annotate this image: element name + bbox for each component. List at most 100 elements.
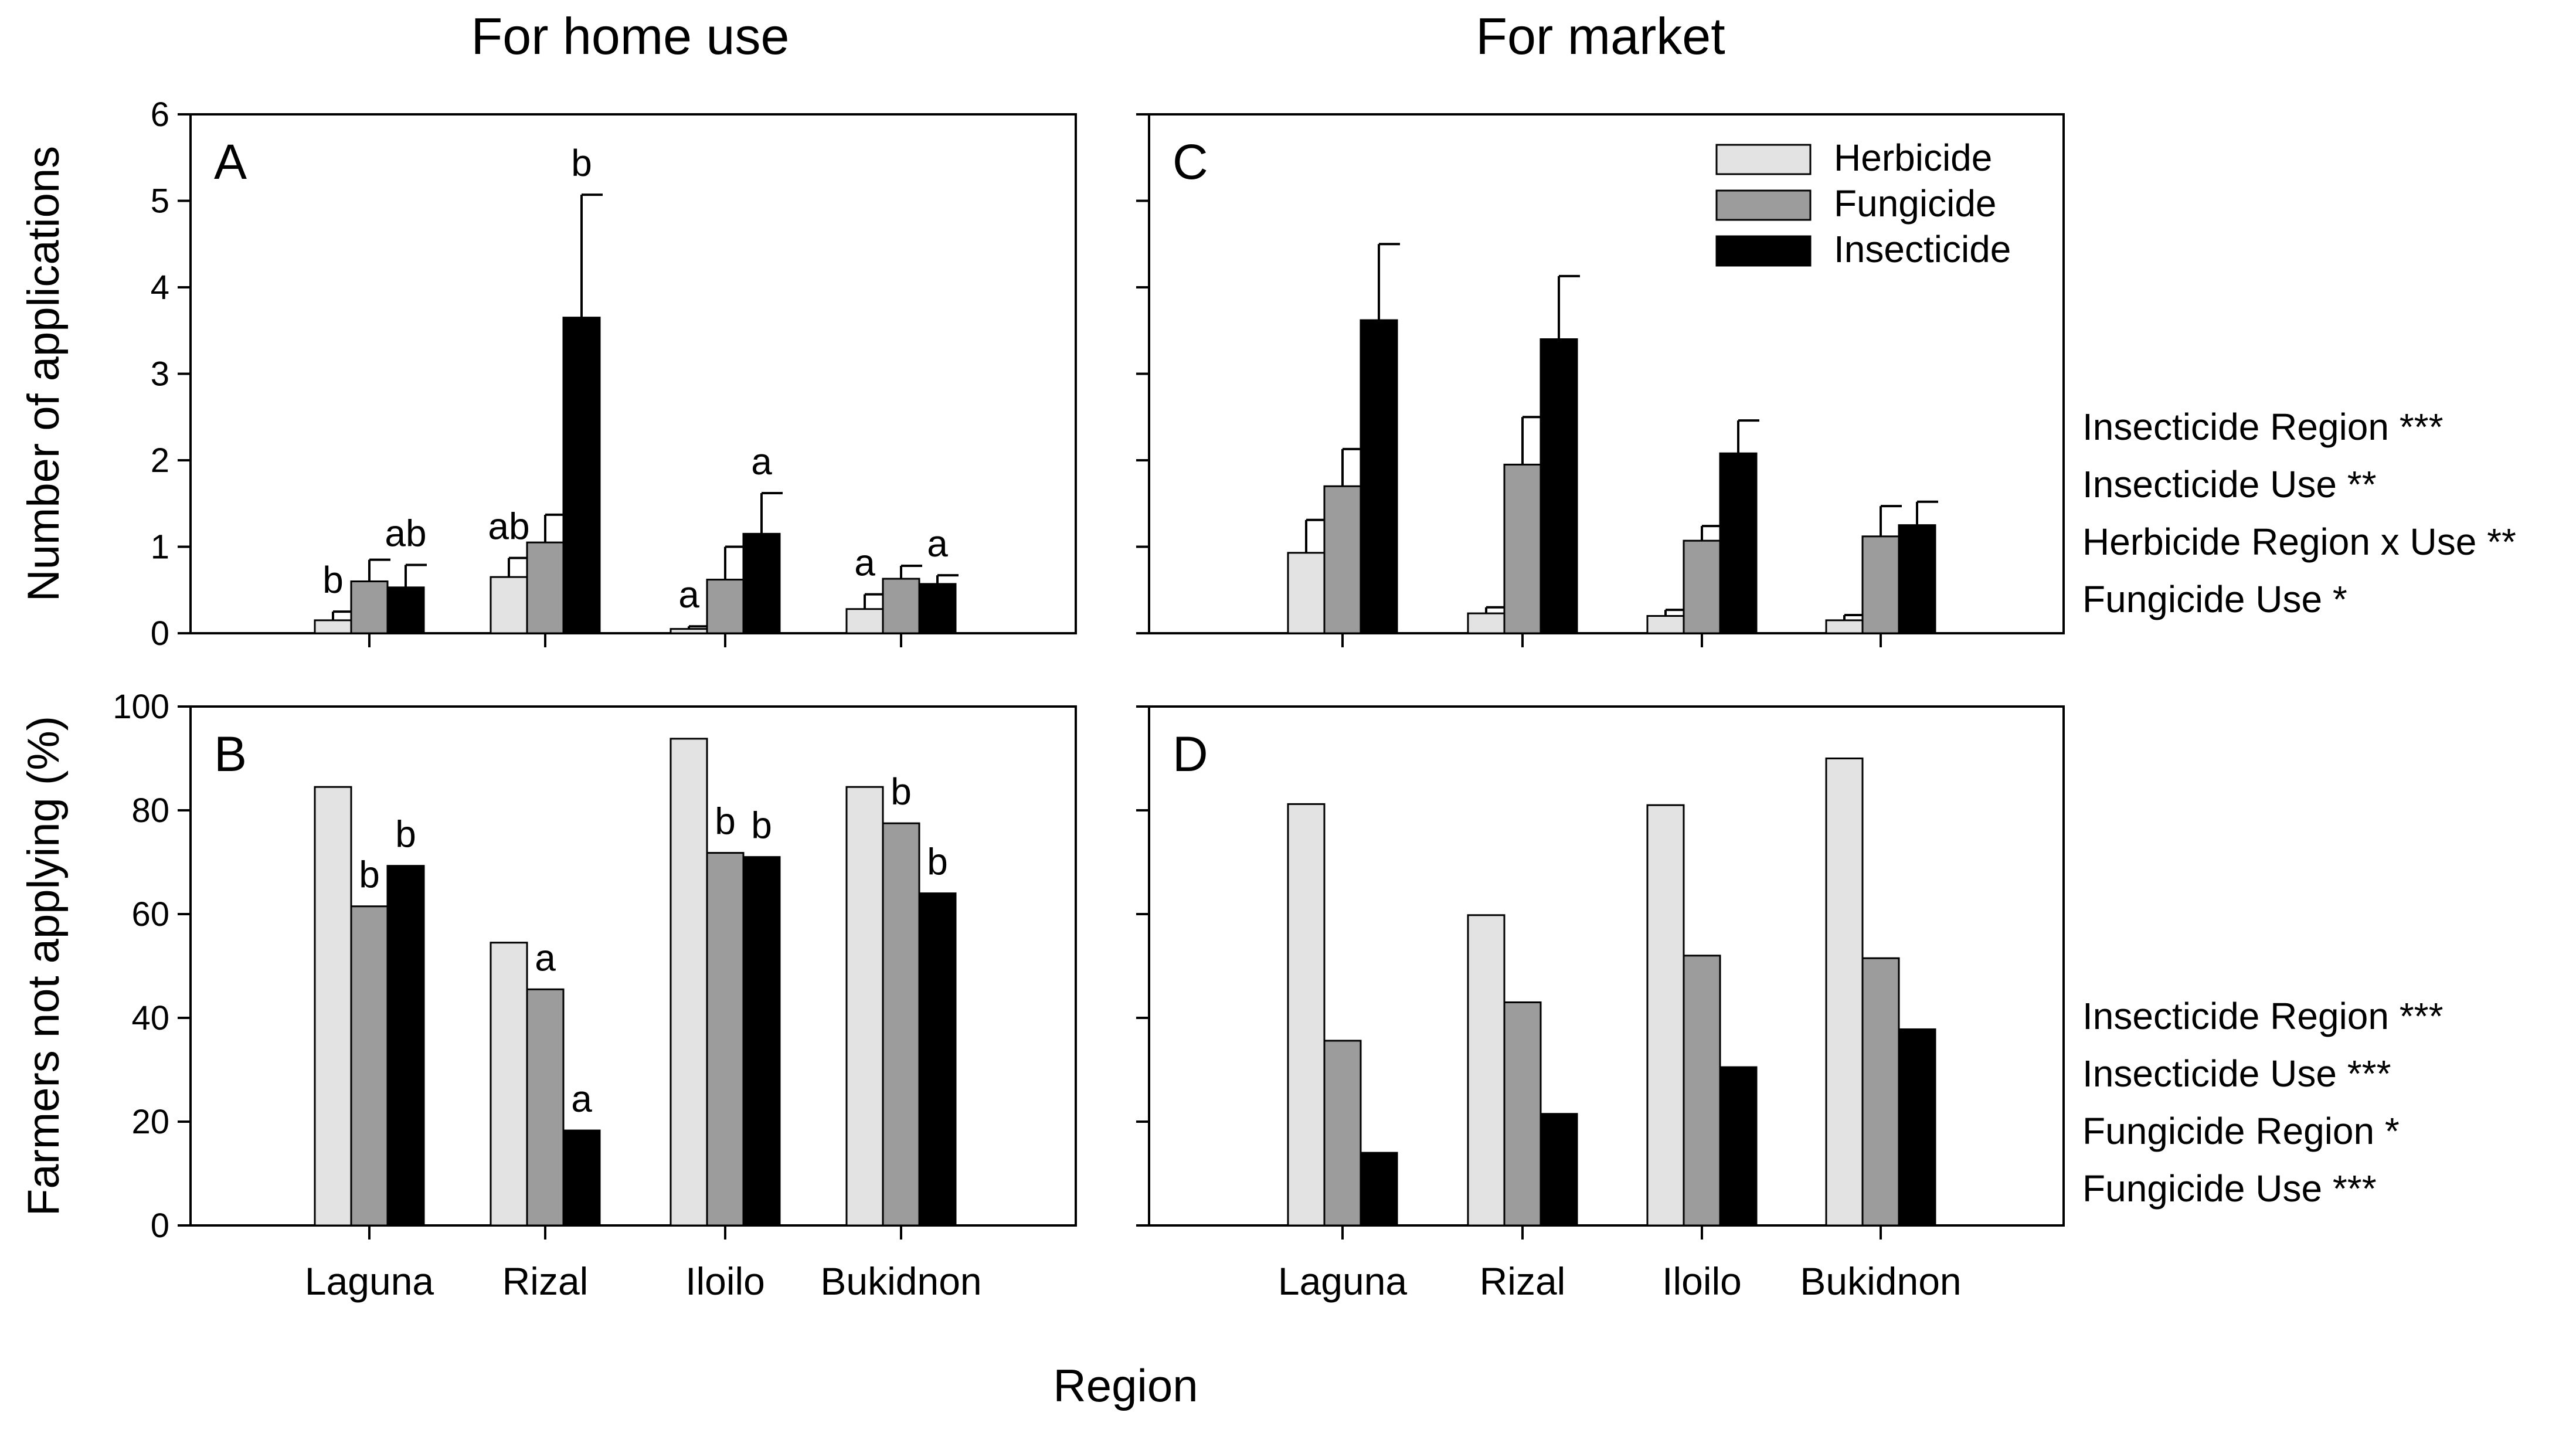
bar-insecticide [1898, 524, 1936, 634]
significance-letter: b [751, 804, 772, 847]
stat-line: Fungicide Use *** [2082, 1167, 2377, 1210]
x-tick-label: Rizal [502, 1259, 589, 1303]
stat-line: Herbicide Region x Use ** [2082, 521, 2516, 563]
significance-letter: b [322, 559, 344, 601]
y-tick-label: 1 [151, 528, 169, 566]
bar-herbicide [1467, 612, 1506, 634]
bar-insecticide [1360, 319, 1398, 634]
plot-frame [189, 705, 1077, 1227]
bar-insecticide [742, 532, 781, 634]
bar-fungicide [1503, 1001, 1542, 1227]
significance-letter: a [927, 522, 948, 565]
y-axis-label: Farmers not applying (%) [19, 716, 69, 1216]
bar-insecticide [918, 892, 957, 1227]
x-tick-label: Iloilo [685, 1259, 765, 1303]
bar-herbicide [1287, 552, 1326, 634]
significance-letter: ab [385, 512, 426, 554]
bar-fungicide [1861, 535, 1900, 634]
y-tick-label: 2 [151, 442, 169, 480]
legend-swatch-herbicide [1715, 144, 1812, 175]
y-tick-label: 60 [131, 895, 169, 933]
bar-herbicide [1646, 615, 1685, 634]
significance-letter: b [395, 813, 416, 855]
y-tick-label: 100 [113, 688, 169, 726]
bar-insecticide [386, 586, 425, 634]
column-title-home: For home use [471, 7, 790, 65]
bar-herbicide [845, 786, 884, 1227]
panel-letter: B [214, 726, 247, 782]
x-tick-label: Bukidnon [1800, 1259, 1961, 1303]
bar-fungicide [1323, 1040, 1362, 1227]
panel-letter: D [1173, 726, 1208, 782]
panel-d: D Laguna Rizal Iloilo Bukidnon Insecticide Re… [1136, 705, 2443, 1303]
significance-letter: b [715, 800, 736, 843]
y-tick-label: 0 [151, 614, 169, 653]
bar-herbicide [1467, 914, 1506, 1227]
bar-insecticide [1540, 1113, 1578, 1227]
bar-insecticide [742, 856, 781, 1227]
stat-line: Fungicide Region * [2082, 1110, 2400, 1152]
significance-letter: a [854, 542, 875, 584]
bar-herbicide [490, 576, 528, 634]
stat-line: Insecticide Region *** [2082, 406, 2443, 448]
y-tick-label: 6 [151, 96, 169, 134]
y-tick-label: 5 [151, 182, 169, 220]
bar-herbicide [314, 619, 352, 634]
x-tick-label: Iloilo [1662, 1259, 1742, 1303]
stat-line: Insecticide Use *** [2082, 1052, 2391, 1095]
y-axis-label: Number of applications [19, 146, 69, 602]
y-tick-label: 80 [131, 792, 169, 830]
significance-letter: b [571, 142, 592, 184]
bar-herbicide [845, 608, 884, 634]
stat-line: Fungicide Use * [2082, 578, 2347, 620]
significance-letter: b [927, 841, 948, 883]
significance-letter: a [571, 1078, 592, 1120]
bar-fungicide [882, 578, 920, 634]
legend-label-fungicide: Fungicide [1834, 182, 1997, 225]
panel-letter: A [214, 134, 247, 189]
x-tick-label: Laguna [305, 1259, 434, 1303]
bar-insecticide [1719, 452, 1758, 634]
column-title-market: For market [1476, 7, 1725, 65]
bar-fungicide [1503, 463, 1542, 634]
bar-herbicide [1825, 758, 1864, 1227]
bar-fungicide [1683, 955, 1721, 1227]
bar-insecticide [918, 583, 957, 634]
bar-insecticide [386, 865, 425, 1227]
bar-fungicide [882, 822, 920, 1227]
bar-fungicide [706, 579, 745, 634]
bar-insecticide [1540, 338, 1578, 634]
bar-herbicide [1646, 804, 1685, 1227]
bar-fungicide [526, 541, 565, 634]
stat-line: Insecticide Use ** [2082, 463, 2377, 505]
legend-label-insecticide: Insecticide [1834, 228, 2011, 270]
y-tick-label: 20 [131, 1103, 169, 1141]
bar-insecticide [1898, 1028, 1936, 1227]
significance-letter: b [891, 770, 912, 813]
stat-line: Insecticide Region *** [2082, 995, 2443, 1037]
legend-label-herbicide: Herbicide [1834, 137, 1992, 179]
significance-letter: a [535, 936, 556, 979]
panel-letter: C [1173, 134, 1208, 189]
significance-letter: a [751, 440, 772, 483]
bar-herbicide [314, 786, 352, 1227]
plot-frame [1148, 705, 2065, 1227]
x-tick-label: Laguna [1278, 1259, 1408, 1303]
bar-insecticide [1360, 1152, 1398, 1227]
y-tick-label: 3 [151, 355, 169, 393]
bar-insecticide [562, 317, 601, 634]
legend-swatch-fungicide [1715, 189, 1812, 221]
bar-fungicide [1323, 485, 1362, 634]
y-tick-label: 4 [151, 269, 169, 307]
significance-letter: a [678, 573, 699, 616]
y-tick-label: 40 [131, 999, 169, 1037]
significance-letter: b [359, 854, 380, 896]
bar-herbicide [670, 738, 708, 1227]
bar-fungicide [350, 580, 389, 634]
x-tick-label: Rizal [1480, 1259, 1566, 1303]
bar-herbicide [490, 942, 528, 1227]
